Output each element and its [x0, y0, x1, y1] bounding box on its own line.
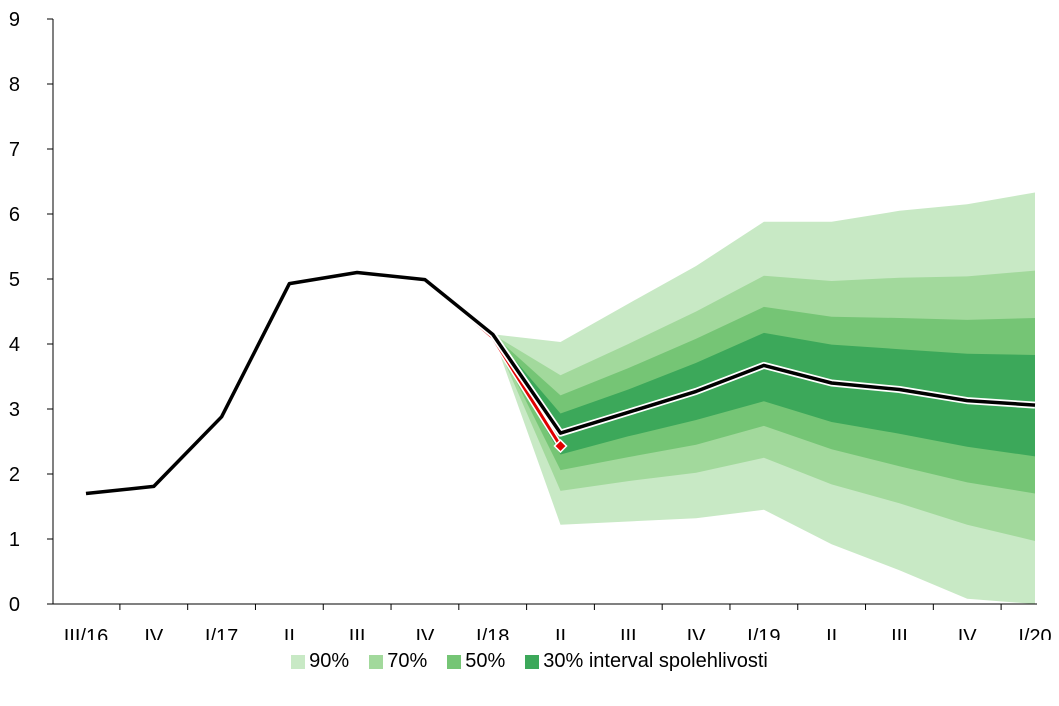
y-tick-label: 7: [9, 139, 20, 161]
x-tick-label: II: [284, 626, 295, 640]
confidence-bands: [492, 192, 1035, 604]
y-tick-label: 0: [9, 594, 20, 616]
x-tick-label: I/20: [1018, 626, 1051, 640]
legend-item: 30% interval spolehlivosti: [525, 650, 768, 673]
axes: [52, 19, 1037, 605]
legend-label: 90%: [309, 650, 350, 672]
y-tick-label: 4: [9, 334, 20, 356]
y-tick-label: 1: [9, 529, 20, 551]
forecast-line: [85, 270, 1036, 496]
x-tick-label: II: [555, 626, 566, 640]
x-tick-label: IV: [958, 626, 978, 640]
x-tick-label: I/19: [747, 626, 780, 640]
x-tick-label: I/18: [476, 626, 509, 640]
y-tick-label: 3: [9, 399, 20, 421]
legend-swatch: [369, 654, 384, 669]
series-lines: [85, 269, 1036, 497]
y-tick-label: 2: [9, 464, 20, 486]
x-tick-label: III: [349, 626, 366, 640]
legend-item: 50%: [447, 650, 505, 673]
x-tick-label: III: [891, 626, 908, 640]
legend-swatch: [525, 654, 540, 669]
legend-label: 70%: [387, 650, 428, 672]
x-tick-label: IV: [415, 626, 435, 640]
legend-label: 30% interval spolehlivosti: [543, 650, 768, 672]
x-tick-label: I/17: [205, 626, 238, 640]
previous-line-halo: [85, 269, 564, 497]
x-tick-label: III: [620, 626, 637, 640]
legend-item: 90%: [291, 650, 349, 673]
x-tick-label: III/16: [64, 626, 108, 640]
legend-label: 50%: [465, 650, 506, 672]
y-tick-label: 8: [9, 74, 20, 96]
x-ticks: III/16 IV I/17 II III IV I/18 II III IV I/19 II III I…: [64, 604, 1052, 640]
legend-swatch: [291, 654, 306, 669]
previous-line: [85, 271, 562, 495]
x-tick-label: IV: [144, 626, 164, 640]
y-tick-label: 9: [9, 9, 20, 31]
previous-point-marker: [553, 438, 568, 454]
legend-item: 70%: [369, 650, 427, 673]
x-tick-label: II: [826, 626, 837, 640]
y-tick-label: 6: [9, 204, 20, 226]
x-tick-label: IV: [687, 626, 707, 640]
legend-swatch: [447, 654, 462, 669]
y-tick-label: 5: [9, 269, 20, 291]
band-3: [492, 332, 1035, 457]
y-ticks: 0 1 2 3 4 5 6 7 8 9: [9, 9, 53, 616]
legend: 90% 70% 50% 30% interval spolehlivosti: [0, 650, 1059, 675]
